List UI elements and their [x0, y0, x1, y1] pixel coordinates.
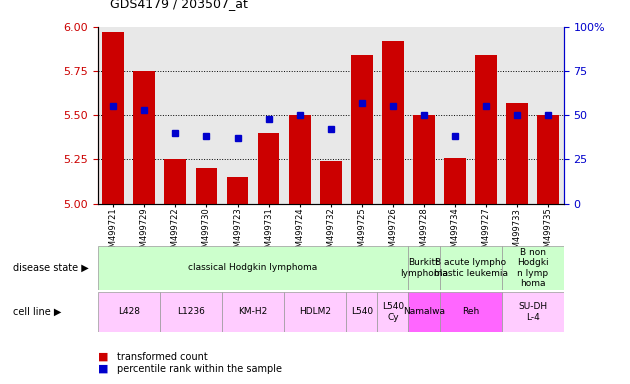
- Text: disease state ▶: disease state ▶: [13, 263, 88, 273]
- Bar: [377, 292, 408, 332]
- Bar: [408, 292, 440, 332]
- Bar: [284, 292, 346, 332]
- Text: B acute lympho
blastic leukemia: B acute lympho blastic leukemia: [433, 258, 508, 278]
- Bar: [258, 133, 280, 204]
- Text: transformed count: transformed count: [117, 352, 207, 362]
- Bar: [351, 55, 373, 204]
- Bar: [501, 246, 564, 290]
- Text: percentile rank within the sample: percentile rank within the sample: [117, 364, 282, 374]
- Bar: [413, 115, 435, 204]
- Bar: [102, 32, 124, 204]
- Bar: [444, 157, 466, 204]
- Bar: [98, 292, 160, 332]
- Text: classical Hodgkin lymphoma: classical Hodgkin lymphoma: [188, 263, 318, 272]
- Bar: [289, 115, 311, 204]
- Bar: [382, 41, 404, 204]
- Bar: [160, 292, 222, 332]
- Bar: [346, 292, 377, 332]
- Text: HDLM2: HDLM2: [299, 308, 331, 316]
- Bar: [164, 159, 186, 204]
- Text: L428: L428: [118, 308, 140, 316]
- Text: Namalwa: Namalwa: [403, 308, 445, 316]
- Bar: [440, 246, 501, 290]
- Bar: [440, 292, 501, 332]
- Bar: [475, 55, 497, 204]
- Text: B non
Hodgki
n lymp
homa: B non Hodgki n lymp homa: [517, 248, 549, 288]
- Bar: [507, 103, 528, 204]
- Text: cell line ▶: cell line ▶: [13, 307, 61, 317]
- Text: L540: L540: [351, 308, 373, 316]
- Text: Reh: Reh: [462, 308, 479, 316]
- Text: ■: ■: [98, 364, 108, 374]
- Text: L1236: L1236: [177, 308, 205, 316]
- Bar: [227, 177, 248, 204]
- Bar: [222, 292, 284, 332]
- Text: Burkitt
lymphoma: Burkitt lymphoma: [400, 258, 448, 278]
- Text: L540
Cy: L540 Cy: [382, 302, 404, 322]
- Bar: [537, 115, 559, 204]
- Bar: [408, 246, 440, 290]
- Bar: [320, 161, 341, 204]
- Bar: [501, 292, 564, 332]
- Text: KM-H2: KM-H2: [238, 308, 268, 316]
- Text: SU-DH
L-4: SU-DH L-4: [518, 302, 547, 322]
- Bar: [98, 246, 408, 290]
- Bar: [134, 71, 155, 204]
- Text: ■: ■: [98, 352, 108, 362]
- Text: GDS4179 / 203507_at: GDS4179 / 203507_at: [110, 0, 248, 10]
- Bar: [195, 168, 217, 204]
